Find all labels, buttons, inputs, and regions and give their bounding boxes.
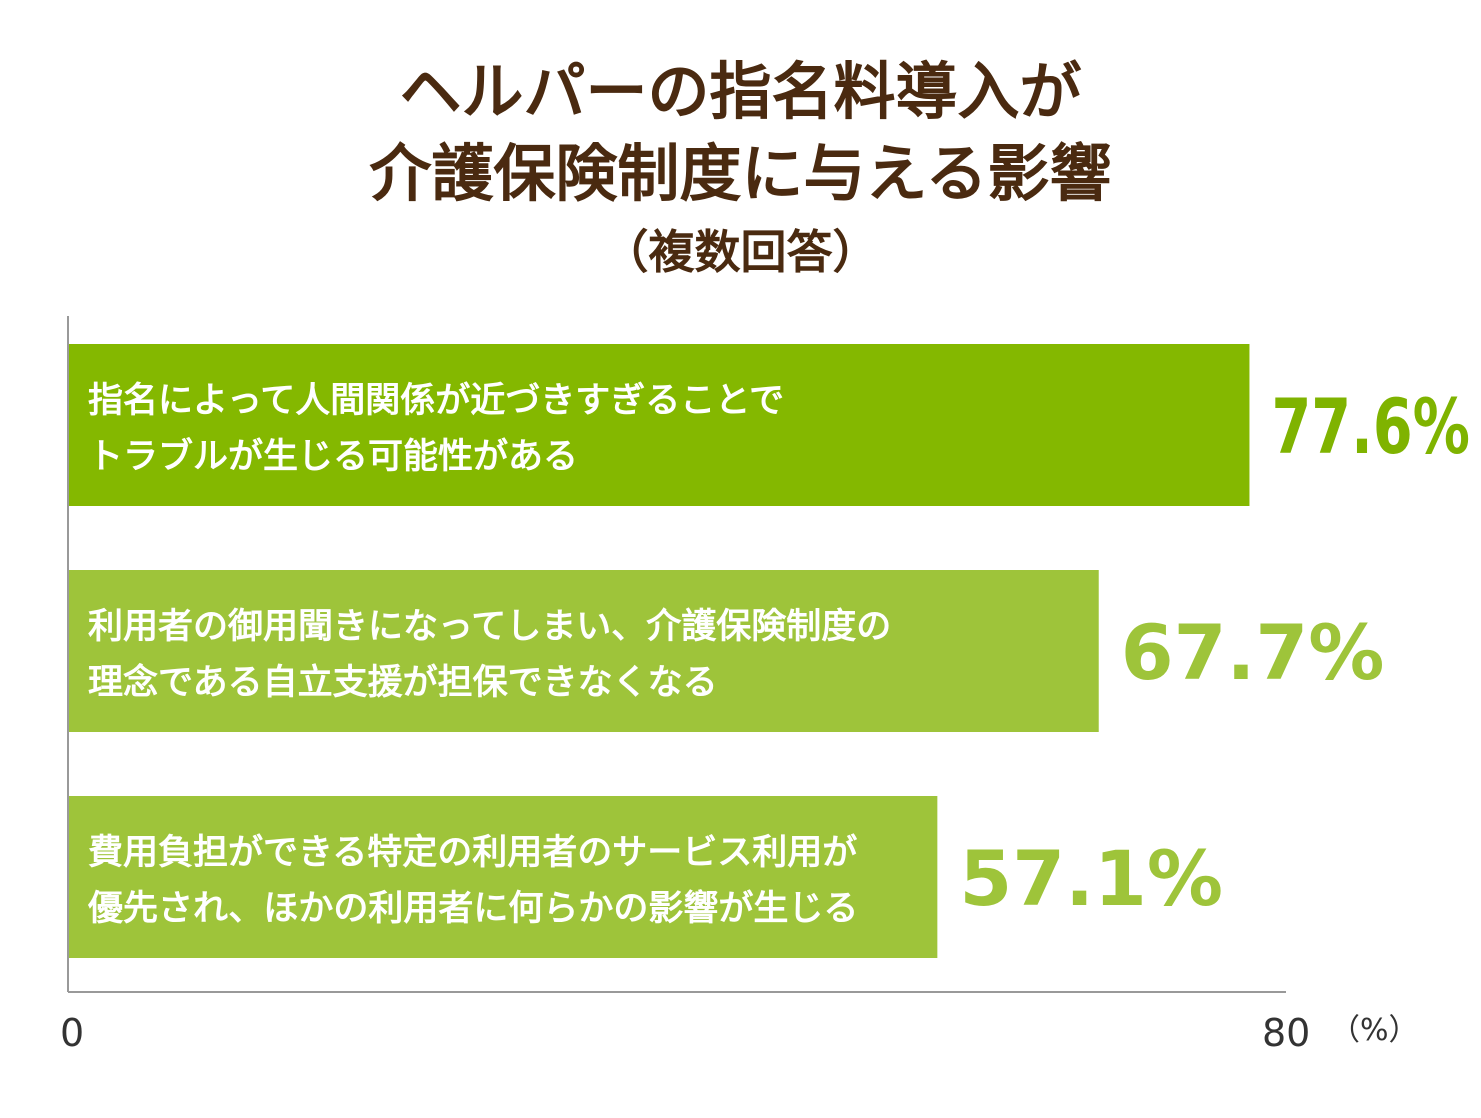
bar-1-label-line-2: トラブルが生じる可能性がある — [88, 436, 578, 477]
chart-title-line-1: ヘルパーの指名料導入が — [399, 55, 1082, 128]
bar-2-label-line-2: 理念である自立支援が担保できなくなる — [88, 662, 718, 703]
bar-3-label-line-1: 費用負担ができる特定の利用者のサービス利用が — [88, 833, 857, 873]
chart-title-line-2: 介護保険制度に与える影響 — [369, 137, 1112, 210]
bar-1-value-label: 77.6% — [1271, 382, 1470, 471]
bar-2 — [68, 570, 1099, 732]
x-tick-label-80: 80 — [1262, 1011, 1310, 1055]
chart-title-line-3: （複数回答） — [602, 225, 879, 279]
x-tick-label-0: 0 — [60, 1011, 84, 1055]
x-axis-unit-label: （%） — [1330, 1013, 1419, 1048]
bar-1 — [68, 344, 1250, 506]
bar-1-label-line-1: 指名によって人間関係が近づきすぎることで — [88, 381, 784, 421]
bar-3-value-label: 57.1% — [959, 834, 1223, 923]
bar-3-label-line-2: 優先され、ほかの利用者に何らかの影響が生じる — [87, 888, 858, 929]
bar-2-value-label: 67.7% — [1121, 608, 1385, 697]
bar-3 — [68, 796, 938, 958]
bar-2-label-line-1: 利用者の御用聞きになってしまい、介護保険制度の — [88, 607, 891, 647]
